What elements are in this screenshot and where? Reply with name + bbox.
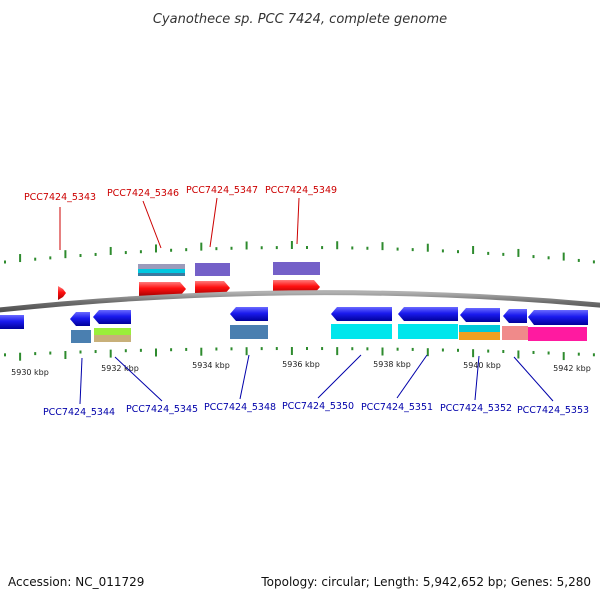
genome-stats-text: Topology: circular; Length: 5,942,652 bp…: [260, 575, 591, 589]
accession-text: Accession: NC_011729: [8, 575, 144, 589]
gene-label-pcc7424-5344[interactable]: PCC7424_5344: [43, 407, 115, 418]
leader-line-5348: [239, 354, 250, 400]
kbp-label: 5930 kbp: [11, 368, 49, 377]
leader-line-5346: [142, 200, 162, 249]
cog-box-5351: [398, 324, 458, 339]
kbp-label: 5940 kbp: [463, 361, 501, 370]
cog-box-5353: [528, 327, 587, 341]
gene-arrow-5353[interactable]: [528, 310, 588, 325]
gene-label-pcc7424-5347[interactable]: PCC7424_5347: [186, 185, 258, 196]
cog-box-5346: [138, 264, 185, 276]
leader-line-5351: [396, 354, 428, 399]
genome-backbone: [0, 290, 600, 313]
cog-box-5353a: [502, 326, 528, 340]
gene-arrow-5345[interactable]: [93, 310, 131, 324]
kbp-label: 5934 kbp: [192, 361, 230, 370]
gene-label-pcc7424-5351[interactable]: PCC7424_5351: [361, 402, 433, 413]
gene-label-pcc7424-5343[interactable]: PCC7424_5343: [24, 192, 96, 203]
gene-arrow-5344[interactable]: [70, 312, 90, 326]
kbp-label: 5932 kbp: [101, 364, 139, 373]
cog-box-5348: [230, 325, 268, 339]
cog-box-5344: [71, 330, 91, 343]
gene-arrow-5343[interactable]: [58, 286, 66, 300]
kbp-label: 5936 kbp: [282, 360, 320, 369]
gene-arrow-5348[interactable]: [230, 307, 268, 321]
gene-arrow-5347[interactable]: [195, 281, 230, 295]
leader-line-5347: [209, 197, 218, 248]
gene-arrow-5346[interactable]: [139, 282, 186, 296]
cog-box-5349: [273, 262, 320, 275]
leader-line-5350: [317, 354, 362, 399]
gene-arrow-5352[interactable]: [460, 308, 500, 322]
cog-box-5350: [331, 324, 392, 339]
outer-tick-row: [4, 241, 595, 264]
gene-label-pcc7424-5350[interactable]: PCC7424_5350: [282, 401, 354, 412]
gene-label-pcc7424-5348[interactable]: PCC7424_5348: [204, 402, 276, 413]
cog-box-5352: [459, 325, 500, 340]
gene-arrow-5342[interactable]: [0, 315, 24, 329]
reverse-gene-arrows: [0, 307, 588, 329]
gene-label-pcc7424-5346[interactable]: PCC7424_5346: [107, 188, 179, 199]
leader-line-5353: [513, 356, 554, 402]
leader-line-5352: [474, 355, 480, 401]
cog-box-5345: [94, 328, 131, 342]
forward-gene-labels: PCC7424_5343 PCC7424_5346 PCC7424_5347 P…: [24, 185, 337, 250]
kbp-label: 5938 kbp: [373, 360, 411, 369]
leader-line-5344: [79, 357, 83, 405]
gene-label-pcc7424-5349[interactable]: PCC7424_5349: [265, 185, 337, 196]
map-title: Cyanothece sp. PCC 7424, complete genome: [153, 12, 447, 27]
cog-box-5347: [195, 263, 230, 276]
forward-cog-boxes: [138, 262, 320, 276]
reverse-gene-labels: PCC7424_5344 PCC7424_5345 PCC7424_5348 P…: [43, 354, 589, 418]
gene-arrow-5351[interactable]: [398, 307, 458, 321]
gene-label-pcc7424-5353[interactable]: PCC7424_5353: [517, 405, 589, 416]
kbp-scale-labels: 5930 kbp 5932 kbp 5934 kbp 5936 kbp 5938…: [11, 360, 591, 377]
inner-tick-row: [4, 347, 595, 361]
leader-line-5349: [296, 197, 300, 245]
reverse-cog-boxes: [71, 324, 587, 343]
gene-label-pcc7424-5345[interactable]: PCC7424_5345: [126, 404, 198, 415]
gene-arrow-5350[interactable]: [331, 307, 392, 321]
leader-line-5345: [114, 356, 163, 402]
gene-label-pcc7424-5352[interactable]: PCC7424_5352: [440, 403, 512, 414]
gene-arrow-5353a[interactable]: [503, 309, 527, 323]
kbp-label: 5942 kbp: [553, 364, 591, 373]
